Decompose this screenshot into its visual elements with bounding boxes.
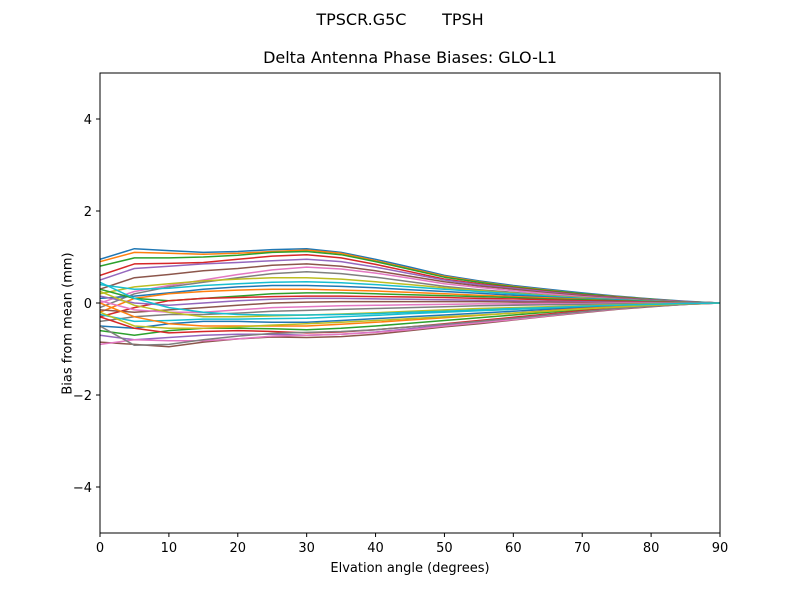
- y-tick-label: 2: [84, 205, 92, 220]
- x-tick-label: 90: [712, 541, 729, 556]
- series-line: [100, 302, 720, 347]
- y-axis-ticks: −4 −2 0 2 4: [73, 113, 100, 496]
- chart-title: Delta Antenna Phase Biases: GLO-L1: [263, 48, 557, 67]
- y-tick-label: 0: [84, 297, 92, 312]
- x-tick-label: 20: [230, 541, 247, 556]
- series-line: [100, 302, 720, 330]
- y-tick-label: 4: [84, 113, 92, 128]
- x-axis-label: Elvation angle (degrees): [330, 561, 490, 576]
- y-tick-label: −2: [73, 389, 92, 404]
- series-line: [100, 295, 720, 318]
- x-tick-label: 80: [643, 541, 660, 556]
- x-tick-label: 30: [298, 541, 315, 556]
- x-tick-label: 0: [96, 541, 104, 556]
- figure-suptitle: TPSCR.G5C TPSH: [316, 10, 484, 29]
- series-line: [100, 281, 720, 316]
- x-tick-label: 60: [505, 541, 522, 556]
- x-tick-label: 40: [367, 541, 384, 556]
- x-tick-label: 10: [161, 541, 178, 556]
- x-tick-label: 50: [436, 541, 453, 556]
- y-tick-label: −4: [73, 481, 92, 496]
- x-axis-ticks: 0 10 20 30 40 50 60 70 80 90: [96, 533, 728, 556]
- y-axis-label: Bias from mean (mm): [60, 252, 76, 395]
- x-tick-label: 70: [574, 541, 591, 556]
- data-series-lines: [100, 247, 720, 348]
- series-line: [100, 302, 720, 323]
